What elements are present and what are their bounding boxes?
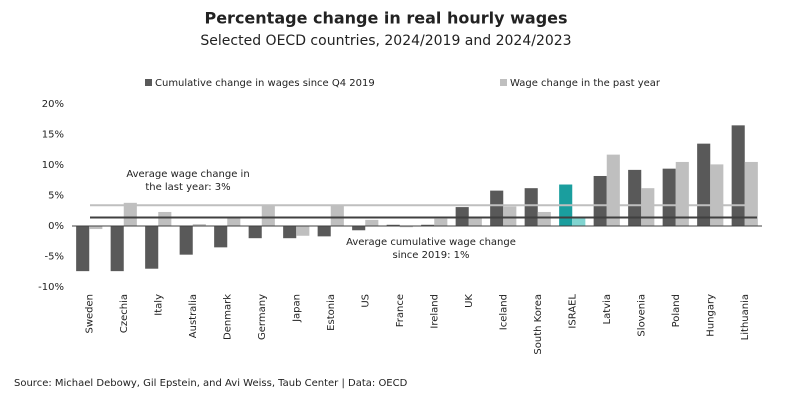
annotation: since 2019: 1%	[392, 250, 469, 261]
bar	[330, 204, 344, 226]
legend-swatch	[500, 79, 507, 86]
y-tick-label: 15%	[42, 130, 64, 141]
bar	[606, 154, 620, 226]
y-tick-label: 20%	[42, 99, 64, 110]
x-tick-label: Iceland	[498, 294, 509, 330]
x-tick-label: Poland	[671, 294, 682, 327]
bar	[641, 188, 655, 226]
bar	[421, 224, 435, 226]
bar	[434, 218, 448, 226]
bar	[731, 125, 745, 226]
bar	[593, 175, 607, 226]
x-tick-label: France	[395, 294, 406, 327]
x-tick-label: Ireland	[429, 294, 440, 329]
y-tick-label: -5%	[45, 252, 64, 263]
x-tick-label: Sweden	[84, 294, 95, 334]
legend-swatch	[145, 79, 152, 86]
bar	[248, 226, 262, 239]
bar	[76, 226, 90, 272]
bar	[352, 226, 366, 231]
x-tick-label: Latvia	[602, 294, 613, 324]
bar	[89, 226, 103, 230]
bar	[572, 216, 586, 226]
bar	[524, 188, 538, 226]
x-tick-label: Estonia	[326, 294, 337, 331]
y-tick-label: 5%	[48, 191, 64, 202]
x-tick-label: Denmark	[222, 294, 233, 340]
x-tick-label: UK	[464, 294, 475, 308]
bar	[123, 202, 137, 226]
bar	[261, 204, 275, 226]
bar	[110, 226, 124, 272]
bar	[675, 161, 689, 226]
bar	[192, 224, 206, 226]
x-tick-label: US	[360, 294, 371, 308]
bar	[537, 211, 551, 226]
bar	[490, 190, 504, 226]
x-tick-label: Italy	[153, 294, 164, 316]
x-tick-label: Australia	[188, 294, 199, 338]
y-tick-label: 0%	[48, 221, 64, 232]
x-tick-label: Hungary	[705, 294, 716, 337]
bar	[399, 226, 413, 228]
bar	[744, 161, 758, 226]
y-tick-label: -10%	[38, 282, 64, 293]
annotation: Average cumulative wage change	[346, 237, 516, 248]
x-tick-label: Japan	[291, 294, 302, 323]
bar	[158, 211, 172, 226]
annotation: Average wage change in	[126, 169, 249, 180]
x-tick-label: Czechia	[119, 294, 130, 333]
bar	[503, 206, 517, 226]
annotation: the last year: 3%	[145, 182, 230, 193]
bar	[697, 143, 711, 226]
bar	[227, 217, 241, 226]
legend-label: Wage change in the past year	[510, 78, 661, 89]
source-note: Source: Michael Debowy, Gil Epstein, and…	[14, 378, 408, 389]
x-tick-label: ISRAEL	[567, 294, 578, 329]
bar	[365, 219, 379, 226]
bar	[628, 169, 642, 226]
y-tick-label: 10%	[42, 160, 64, 171]
legend-label: Cumulative change in wages since Q4 2019	[155, 78, 375, 89]
bar	[145, 226, 159, 269]
bar	[710, 164, 724, 226]
bar	[662, 168, 676, 226]
bar	[214, 226, 228, 248]
bar	[296, 226, 310, 236]
chart-title: Percentage change in real hourly wages	[204, 9, 567, 28]
bar	[317, 226, 331, 237]
x-tick-label: Slovenia	[636, 294, 647, 337]
bar	[179, 226, 193, 255]
x-tick-label: Lithuania	[740, 294, 751, 340]
bar	[468, 217, 482, 226]
x-tick-label: South Korea	[533, 294, 544, 355]
bar	[386, 224, 400, 226]
chart-subtitle: Selected OECD countries, 2024/2019 and 2…	[200, 33, 571, 49]
x-tick-label: Germany	[257, 294, 268, 340]
bar	[283, 226, 297, 239]
